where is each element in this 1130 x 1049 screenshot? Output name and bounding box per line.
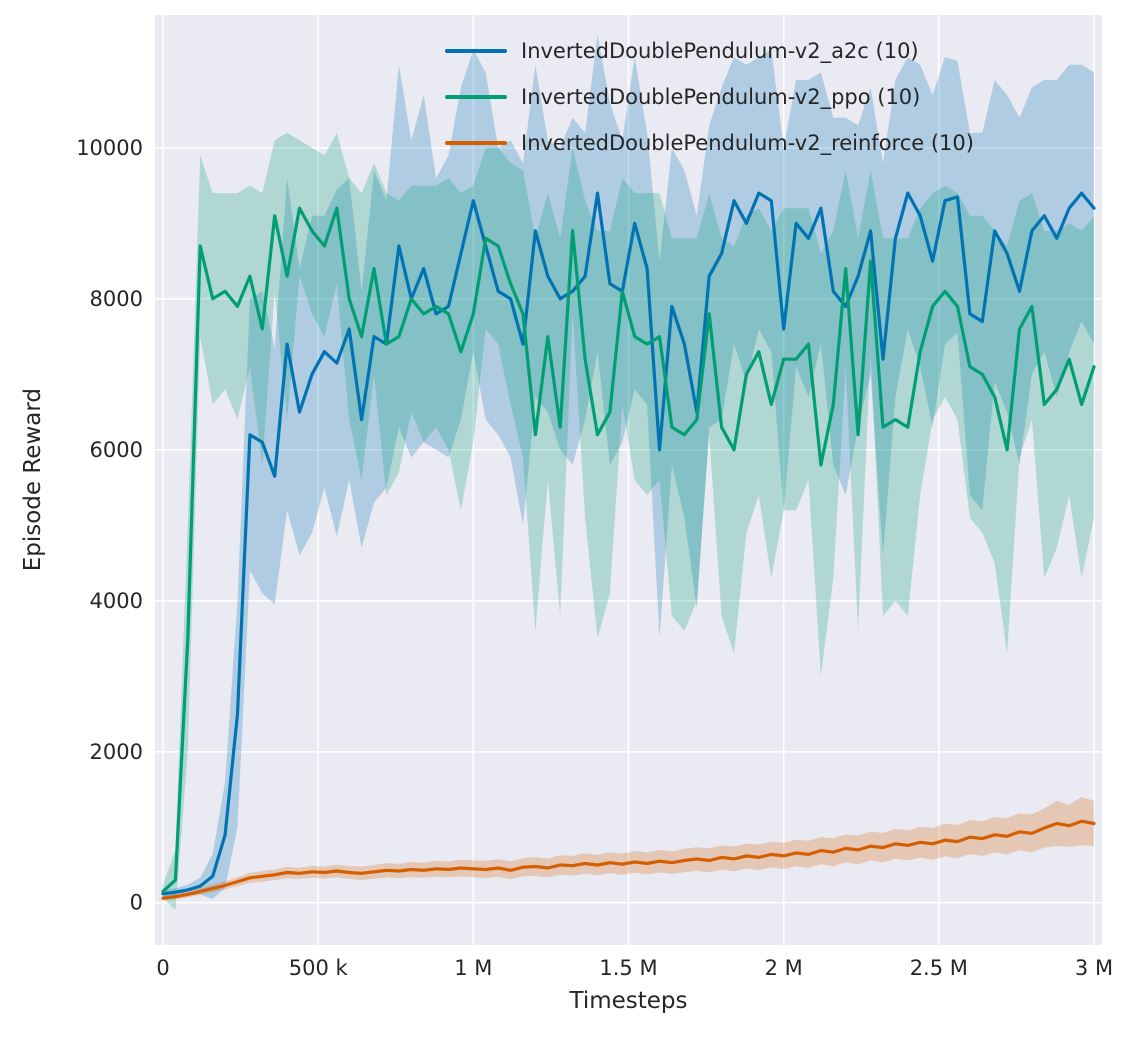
series-band-2 [163, 797, 1094, 901]
y-axis-label: Episode Reward [20, 388, 46, 572]
x-tick-label: 2.5 M [910, 956, 968, 980]
legend-item-a2c: InvertedDoublePendulum-v2_a2c (10) [445, 32, 974, 69]
y-tick-label: 4000 [90, 589, 143, 613]
legend-item-ppo: InvertedDoublePendulum-v2_ppo (10) [445, 78, 974, 115]
legend: InvertedDoublePendulum-v2_a2c (10) Inver… [445, 32, 974, 161]
x-axis-label: Timesteps [569, 988, 688, 1014]
x-tick-label: 0 [156, 956, 169, 980]
legend-label-a2c: InvertedDoublePendulum-v2_a2c (10) [521, 38, 919, 63]
x-tick-label: 1 M [454, 956, 492, 980]
y-tick-label: 8000 [90, 287, 143, 311]
legend-label-reinforce: InvertedDoublePendulum-v2_reinforce (10) [521, 130, 974, 155]
x-tick-label: 500 k [289, 956, 349, 980]
y-tick-label: 0 [130, 891, 143, 915]
legend-item-reinforce: InvertedDoublePendulum-v2_reinforce (10) [445, 124, 974, 161]
series-band-0 [163, 34, 1094, 900]
legend-label-ppo: InvertedDoublePendulum-v2_ppo (10) [521, 84, 921, 109]
series-line-2 [161, 819, 1096, 900]
legend-line-a2c [445, 48, 507, 53]
x-tick-label: 2 M [765, 956, 803, 980]
y-tick-label: 2000 [90, 740, 143, 764]
x-tick-label: 3 M [1075, 956, 1113, 980]
x-tick-label: 1.5 M [599, 956, 657, 980]
series-line-0 [161, 191, 1096, 896]
legend-line-reinforce [445, 140, 507, 145]
series-line-1 [161, 206, 1096, 894]
legend-line-ppo [445, 94, 507, 99]
series-band-1 [163, 132, 1094, 911]
y-tick-label: 6000 [90, 438, 143, 462]
y-tick-label: 10000 [76, 136, 143, 160]
